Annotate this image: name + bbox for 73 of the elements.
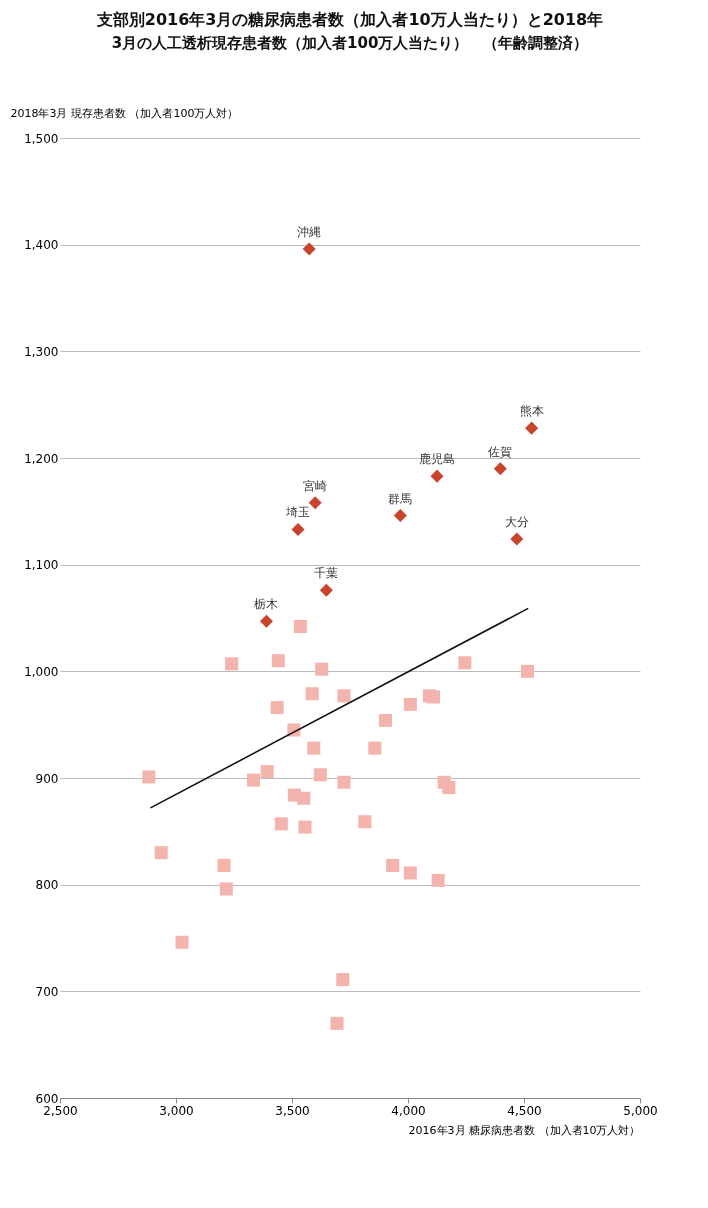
point <box>302 242 316 256</box>
y-tick-label: 1,100 <box>24 558 59 573</box>
point <box>287 788 301 802</box>
point <box>510 532 524 546</box>
point <box>458 656 472 670</box>
point <box>298 820 312 834</box>
point <box>520 664 534 678</box>
point <box>259 614 273 628</box>
point <box>308 496 322 510</box>
y-tick-label: 1,400 <box>24 238 59 253</box>
point <box>271 654 285 668</box>
chart-subtitle: 3月の人工透析現存患者数（加入者100万人当たり） （年齢調整済） <box>111 34 589 52</box>
point <box>437 775 451 789</box>
y-tick-label: 600 <box>35 1091 59 1106</box>
chart-title: 支部別2016年3月の糖尿病患者数（加入者10万人当たり）と2018年 <box>95 10 604 29</box>
annotation: 宮崎 <box>303 478 328 493</box>
point <box>337 775 351 789</box>
point <box>386 858 400 872</box>
x-tick-label: 2,500 <box>43 1103 78 1118</box>
point <box>422 689 436 703</box>
point <box>393 509 407 523</box>
x-tick-label: 3,000 <box>159 1103 194 1118</box>
point <box>493 462 507 476</box>
y-axis-title: 2018年3月 現存患者数 （加入者100万人対） <box>10 106 239 120</box>
point <box>307 741 321 755</box>
point <box>219 882 233 896</box>
point <box>430 469 444 483</box>
annotation: 千葉 <box>314 566 339 581</box>
point <box>274 817 288 831</box>
point <box>368 741 382 755</box>
x-tick-label: 3,500 <box>275 1103 310 1118</box>
x-tick-label: 5,000 <box>623 1103 658 1118</box>
point <box>319 583 333 597</box>
point <box>293 620 307 634</box>
x-tick-label: 4,500 <box>507 1103 542 1118</box>
point <box>154 846 168 860</box>
annotation: 埼玉 <box>285 505 311 520</box>
annotation: 鹿児島 <box>419 452 455 467</box>
annotation: 大分 <box>504 515 529 530</box>
point <box>246 773 261 787</box>
point <box>260 765 274 779</box>
point <box>403 697 417 711</box>
point <box>225 657 239 671</box>
annotation: 群馬 <box>388 491 413 506</box>
annotation: 沖縄 <box>297 224 322 239</box>
point <box>305 687 319 701</box>
point <box>330 1016 344 1030</box>
point <box>217 858 231 872</box>
x-tick-label: 4,000 <box>391 1103 426 1118</box>
y-tick-label: 900 <box>35 771 59 786</box>
point <box>525 421 539 435</box>
annotation: 佐賀 <box>488 444 513 459</box>
point <box>378 713 393 727</box>
y-tick-label: 1,200 <box>24 451 59 466</box>
point <box>175 935 189 949</box>
y-tick-label: 1,300 <box>24 344 59 359</box>
point <box>337 689 351 703</box>
point <box>403 866 417 880</box>
y-tick-label: 1,500 <box>24 131 59 146</box>
y-tick-label: 1,000 <box>24 664 59 679</box>
point <box>313 768 327 782</box>
point <box>431 873 445 887</box>
point <box>142 770 156 784</box>
point <box>315 662 329 676</box>
point <box>358 815 372 829</box>
x-axis-title: 2016年3月 糖尿病患者数 （加入者10万人対） <box>408 1123 641 1137</box>
annotation: 熊本 <box>519 404 544 419</box>
annotation: 栃木 <box>254 597 279 612</box>
point <box>336 973 350 987</box>
point <box>270 701 284 715</box>
point <box>291 522 305 536</box>
y-tick-label: 800 <box>35 878 59 893</box>
y-tick-label: 700 <box>35 984 59 999</box>
